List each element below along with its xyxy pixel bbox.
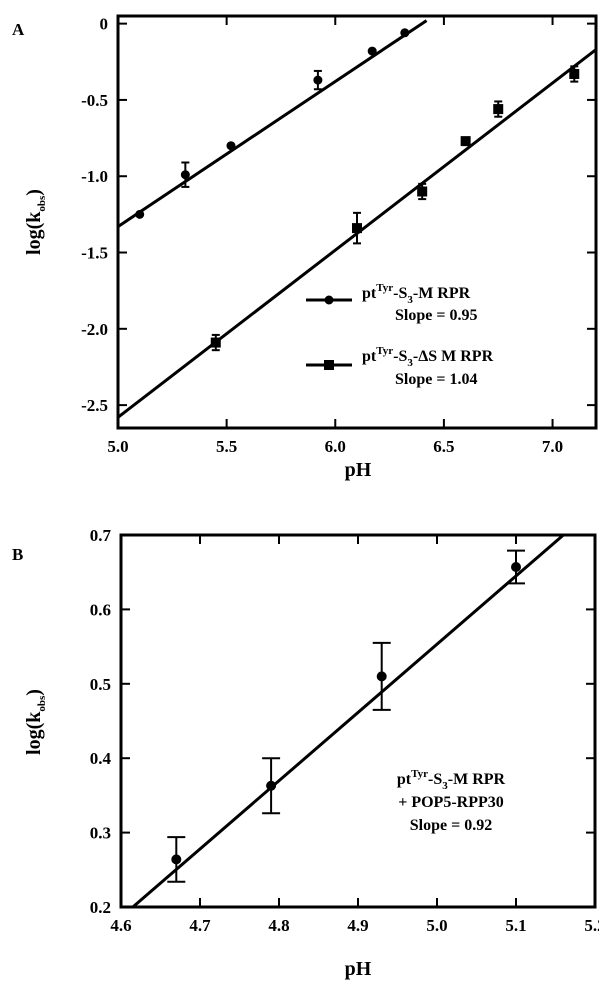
panel-a-y-tick-label: -2.5 xyxy=(81,396,108,415)
panel-b-x-tick-label: 5.2 xyxy=(584,916,599,935)
panel-a-x-tick-label: 7.0 xyxy=(542,437,563,456)
panel-a-x-tick-label: 6.5 xyxy=(433,437,454,456)
panel-a-x-tick-label: 5.5 xyxy=(216,437,237,456)
legend-a-series-1-label: ptTyr-S3-M RPR xyxy=(362,282,471,306)
panel-b-data-point-circle xyxy=(171,854,182,865)
panel-a-data-marks xyxy=(135,28,580,352)
panel-a-data-point-square xyxy=(352,223,362,234)
panel-a-data-point-circle xyxy=(367,46,377,56)
panel-b-frame xyxy=(119,533,597,909)
panel-a-data-point-circle xyxy=(226,141,236,151)
panel-b-y-tick-label: 0.7 xyxy=(90,526,112,545)
panel-b-x-axis-label: pH xyxy=(345,958,372,980)
panel-a-data-point-square xyxy=(569,68,580,79)
panel-b-y-tick-label: 0.6 xyxy=(90,600,111,619)
panel-b-letter: B xyxy=(12,545,23,564)
panel-b-y-tick-label: 0.5 xyxy=(90,675,111,694)
panel-a-y-tick-label: -1.0 xyxy=(81,167,108,186)
panel-a-data-point-square xyxy=(460,136,471,147)
panel-b-x-tick-label: 4.7 xyxy=(189,916,211,935)
panel-a-data-point-square xyxy=(417,186,428,197)
panel-a-y-tick-label: 0 xyxy=(100,15,109,34)
panel-b-y-tick-label: 0.2 xyxy=(90,898,111,917)
legend-circle-marker xyxy=(324,295,334,305)
panel-b-x-tick-label: 4.8 xyxy=(268,916,289,935)
panel-b-data-point-circle xyxy=(266,780,277,791)
panel-b-data-point-circle xyxy=(376,671,387,682)
panel-b-y-tick-label: 0.3 xyxy=(90,824,111,843)
legend-a-series-1-slope: Slope = 0.95 xyxy=(395,307,477,324)
legend-a-series-2-slope: Slope = 1.04 xyxy=(395,371,477,388)
panel-a-y-tick-label: -1.5 xyxy=(81,244,108,263)
panel-b-data-point-circle xyxy=(511,561,521,572)
panel-a-data-point-circle xyxy=(135,209,145,219)
panel-a-letter: A xyxy=(12,20,25,39)
annotation-b-line-1: ptTyr-S3-M RPR xyxy=(397,768,506,792)
panel-b-y-axis-label: log(kobs) xyxy=(23,689,48,755)
panel-a-data-point-circle xyxy=(180,170,190,180)
annotation-b-line-2: + POP5-RPP30 xyxy=(398,794,504,811)
panel-a-legend: ptTyr-S3-M RPR Slope = 0.95 ptTyr-S3-ΔS … xyxy=(306,282,494,388)
panel-b-fit-line-1 xyxy=(131,533,565,909)
panel-b-data-marks xyxy=(167,549,525,883)
panel-a-y-tick-label: -0.5 xyxy=(81,91,108,110)
panel-a-data-point-square xyxy=(210,337,221,348)
panel-a-x-axis-label: pH xyxy=(345,459,372,481)
legend-a-series-2-label: ptTyr-S3-ΔS M RPR xyxy=(362,345,494,369)
panel-a-x-tick-label: 5.0 xyxy=(107,437,128,456)
panel-b-x-tick-label: 4.6 xyxy=(110,916,131,935)
annotation-b-slope: Slope = 0.92 xyxy=(410,817,492,834)
panel-a-data-point-square xyxy=(493,104,504,115)
panel-b-fit-lines xyxy=(131,533,565,909)
panel-b-x-tick-label: 5.1 xyxy=(505,916,526,935)
panel-b-y-tick-label: 0.4 xyxy=(90,749,112,768)
panel-b: B 4.6 4.7 4.8 4.9 5.0 5.1 5.2 0.7 0.6 0.5 0.4 0.3 0.… xyxy=(12,526,599,980)
panel-b-x-tick-label: 5.0 xyxy=(426,916,447,935)
legend-square-marker xyxy=(324,360,334,370)
panel-a-y-tick-label: -2.0 xyxy=(81,320,108,339)
panel-a-y-axis-label: log(kobs) xyxy=(23,189,48,255)
panel-a-frame xyxy=(116,14,598,430)
panel-b-annotation: ptTyr-S3-M RPR + POP5-RPP30 Slope = 0.92 xyxy=(397,768,506,834)
panel-a-x-tick-label: 6.0 xyxy=(325,437,346,456)
panel-a-data-point-circle xyxy=(400,28,410,38)
panel-b-x-tick-label: 4.9 xyxy=(347,916,368,935)
panel-a: A 5.0 5.5 6.0 6.5 7.0 0 -0.5 -1.0 -1.5 -2.0 -2.5 p… xyxy=(12,14,598,481)
panel-b-ticks: 4.6 4.7 4.8 4.9 5.0 5.1 5.2 0.7 0.6 0.5 0.4 0.3 0.2 xyxy=(90,526,599,935)
panel-a-fit-line-1 xyxy=(117,19,428,228)
panel-a-ticks: 5.0 5.5 6.0 6.5 7.0 0 -0.5 -1.0 -1.5 -2.0 -2.5 xyxy=(81,15,596,456)
panel-a-data-point-circle xyxy=(313,75,323,85)
